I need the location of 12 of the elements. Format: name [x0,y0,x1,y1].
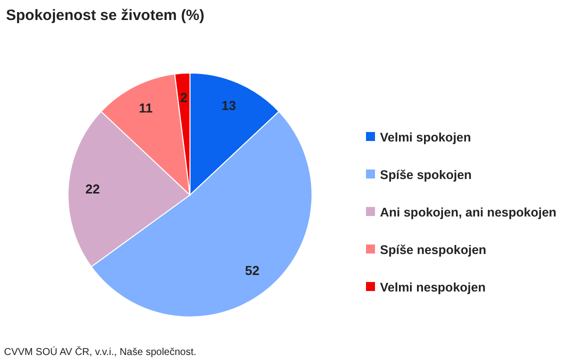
data-label: 22 [85,181,100,196]
chart-title: Spokojenost se životem (%) [6,7,204,24]
data-label: 11 [138,100,153,116]
data-label: 2 [180,90,188,106]
legend-label: Velmi spokojen [380,130,472,144]
legend-label: Spíše spokojen [380,168,472,182]
data-label: 52 [244,262,260,278]
text: CVVM SOÚ AV ČR, v.v.i., Naše společnost. [4,346,196,358]
legend-label: Ani spokojen, ani nespokojen [380,205,556,220]
data-label: 13 [222,98,236,113]
legend-label: Velmi nespokojen [380,280,486,294]
legend-label: Spíše nespokojen [380,242,486,257]
